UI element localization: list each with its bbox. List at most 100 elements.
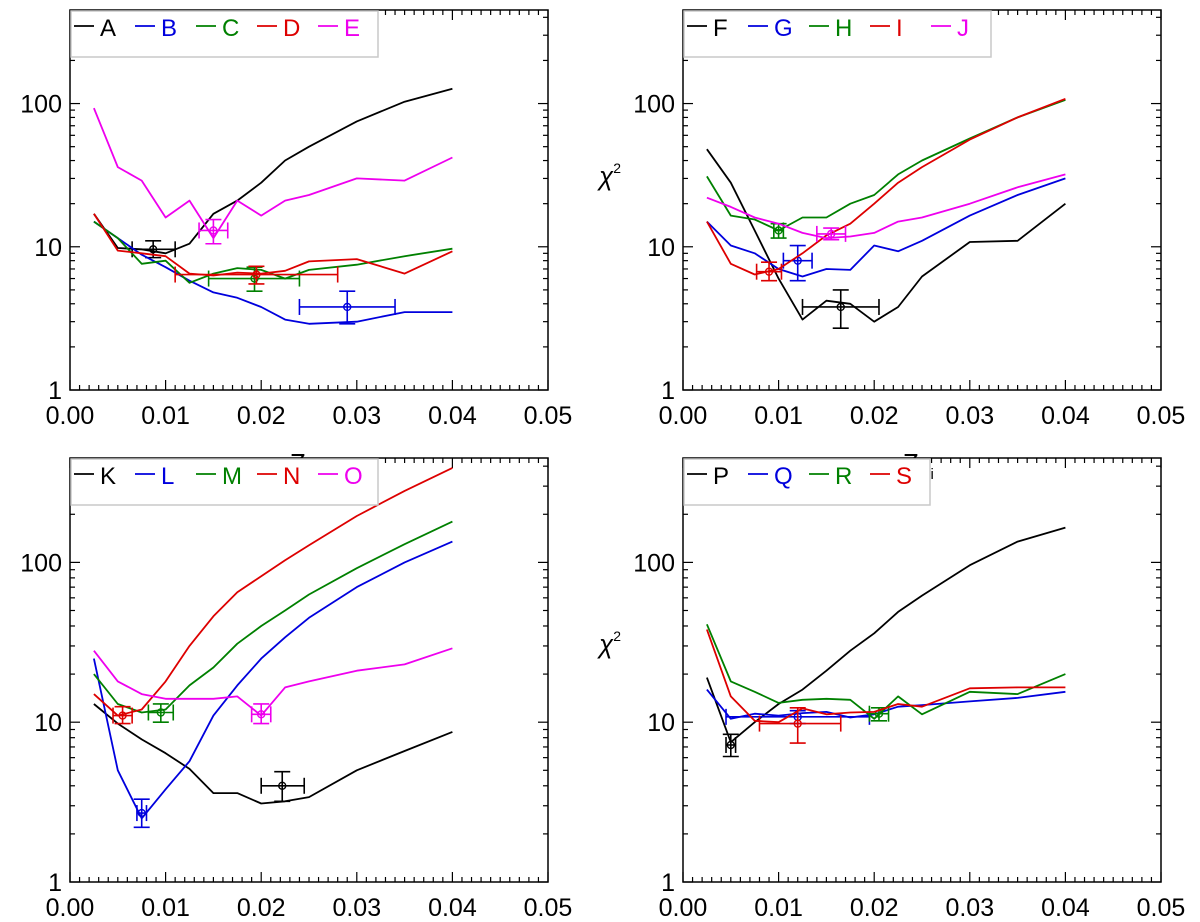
p3-x-tick-label: 0.00 [659,894,708,922]
p1-y-axis-label: χ2 [597,160,621,191]
p2-data-point-K [278,781,287,790]
p0-y-tick-label: 10 [34,234,62,262]
p0-data-point-A [148,245,158,254]
p3-y-axis-label-main: χ [597,629,614,659]
p3-legend-box [683,458,931,506]
p0-series-line-C [93,220,453,284]
p1-series-line-J [706,173,1066,240]
panel-bottom-left: 0.00 0.01 0.02 0.03 0.04 0.05 1 10 100 K L M N O [20,457,573,922]
p3-series-line-R [706,623,1066,720]
p0-data-point-E [209,226,218,235]
p1-y-tick-label: 1 [661,377,675,405]
p3-data-point-P [726,740,735,750]
p2-legend-label-O: O [344,463,363,490]
p0-series-line-E [93,107,453,240]
p0-legend-label-B: B [161,15,177,42]
p1-data-point-F [836,302,845,312]
p2-x-tick-label: 0.04 [428,894,477,922]
p0-legend-label-D: D [283,15,300,42]
p0-legend-box [70,10,379,58]
p2-legend-label-K: K [100,463,116,490]
panel-top-right: 0.000.010.020.030.040.05110100Ziniχ2FGHI… [597,9,1186,483]
p3-series-line-P [706,526,1066,744]
p3-plot-frame [682,457,1162,883]
p2-data-point-O [257,710,266,719]
p3-y-tick-label: 1 [661,869,675,897]
p2-series-line-L [93,540,453,820]
p1-plot-frame [682,9,1162,391]
p2-series-line-K [93,703,453,805]
p2-legend-box [70,458,379,506]
p2-data-point-L [137,808,146,818]
p1-legend-label-G: G [774,15,793,42]
p3-legend-label-P: P [713,463,729,490]
p3-y-axis-label-sup: 2 [613,628,621,644]
p3-x-tick-label: 0.02 [850,894,899,922]
p2-x-tick-label: 0.02 [237,894,286,922]
p1-x-tick-label: 0.05 [1137,402,1186,430]
p1-x-tick-label: 0.01 [754,402,803,430]
p1-series-line-I [706,97,1066,276]
p0-x-tick-label: 0.03 [332,402,381,430]
p2-legend-label-N: N [283,463,300,490]
p2-data-point-N [118,711,127,720]
p0-legend-label-E: E [344,15,360,42]
p1-series-line-F [706,148,1066,323]
p3-y-axis-label: χ2 [597,628,621,659]
p0-x-tick-label: 0.05 [524,402,573,430]
p0-y-tick-label: 1 [48,377,62,405]
p1-legend-label-H: H [835,15,852,42]
p3-x-tick-label: 0.04 [1041,894,1090,922]
p1-x-tick-label: 0.02 [850,402,899,430]
p1-y-tick-label: 100 [633,91,675,119]
p0-x-tick-label: 0.04 [428,402,477,430]
p3-legend-label-Q: Q [774,463,793,490]
p1-legend-label-F: F [713,15,728,42]
p2-x-tick-label: 0.05 [524,894,573,922]
p3-y-tick-label: 10 [647,709,675,737]
p1-series-line-G [706,177,1066,278]
p2-x-tick-label: 0.03 [332,894,381,922]
p2-y-tick-label: 1 [48,869,62,897]
p1-x-tick-label: 0.04 [1041,402,1090,430]
p1-legend-label-I: I [896,15,903,42]
p1-legend-box [683,10,992,58]
p0-series-line-B [93,220,453,325]
p0-x-tick-label: 0.02 [237,402,286,430]
p0-plot-frame [69,9,549,391]
p0-data-point-D [252,270,261,279]
p2-x-tick-label: 0.01 [141,894,190,922]
p3-series-line-S [706,629,1066,724]
p3-data-point-S [793,719,802,728]
p1-y-axis-label-main: χ [597,161,614,191]
p1-y-axis-label-sup: 2 [613,160,621,176]
panel-bottom-right: 0.00 0.01 0.02 0.03 0.04 0.05 1 10 100 χ2 P Q R S [597,457,1186,922]
p1-legend-label-J: J [957,15,969,42]
p3-legend-label-R: R [835,463,852,490]
p2-legend-label-M: M [222,463,242,490]
p0-x-tick-label: 0.00 [46,402,95,430]
p0-legend-label-A: A [100,15,116,42]
p1-data-point-I [764,267,774,276]
p2-series-line-M [93,520,453,714]
p1-data-point-H [774,226,783,235]
p2-data-point-M [156,708,166,717]
p3-legend-label-S: S [896,463,912,490]
p0-x-tick-label: 0.01 [141,402,190,430]
p2-x-tick-label: 0.00 [46,894,95,922]
p3-y-tick-label: 100 [633,549,675,577]
p0-series-line-D [93,213,453,277]
p3-x-tick-label: 0.01 [754,894,803,922]
p1-x-tick-label: 0.00 [659,402,708,430]
p2-y-tick-label: 100 [20,549,62,577]
p0-y-tick-label: 100 [20,91,62,119]
p0-data-point-B [343,302,352,312]
p3-x-tick-label: 0.03 [945,894,994,922]
p3-x-tick-label: 0.05 [1137,894,1186,922]
p1-series-line-H [706,99,1066,232]
p2-series-line-N [93,467,453,717]
p1-y-tick-label: 10 [647,234,675,262]
p0-series-line-A [93,87,453,255]
p1-x-tick-label: 0.03 [945,402,994,430]
